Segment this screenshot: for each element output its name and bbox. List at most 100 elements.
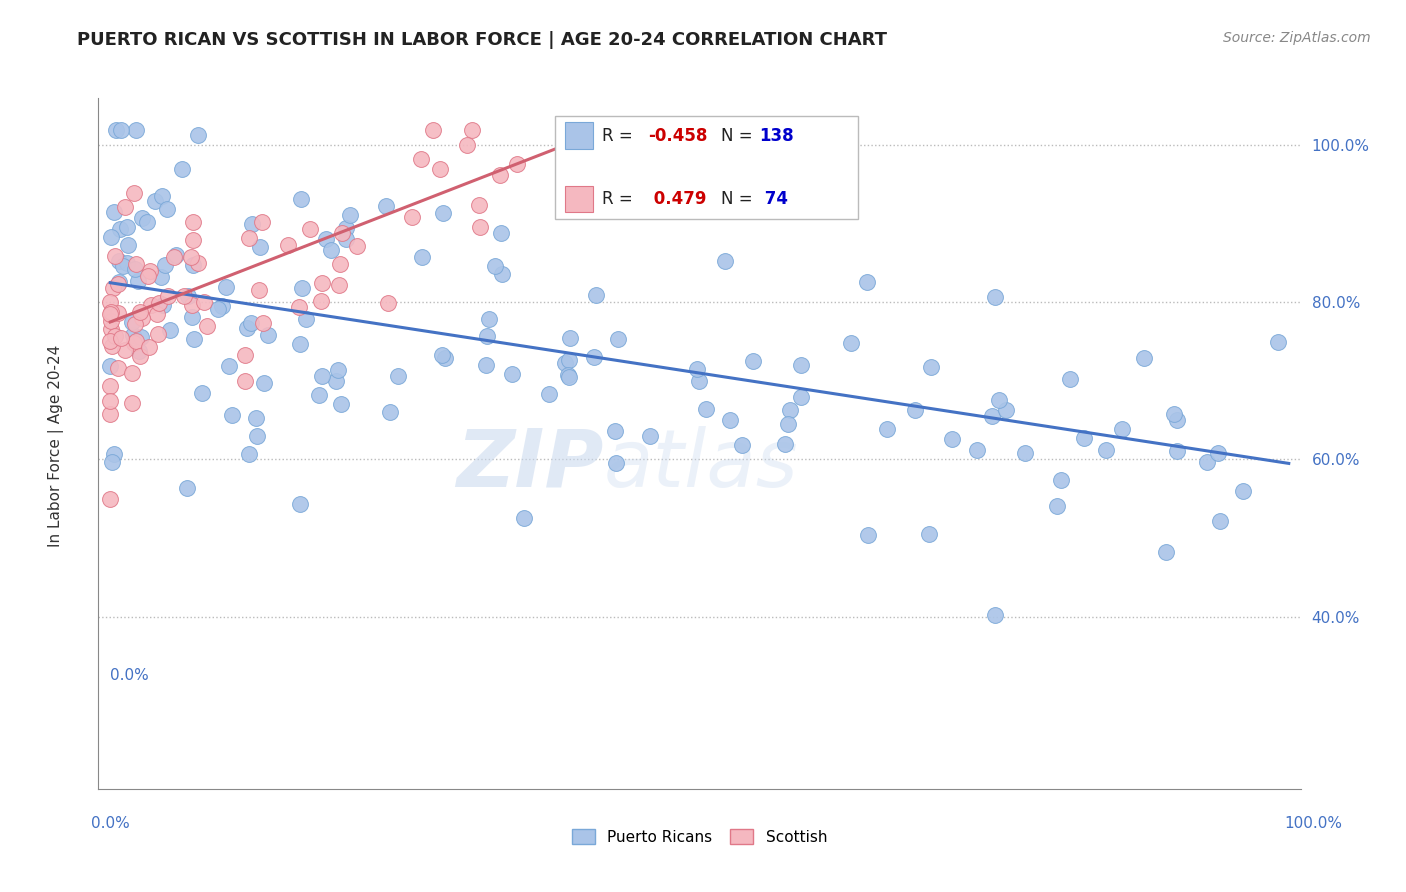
Point xyxy=(107,361,129,376)
Point xyxy=(100,230,122,244)
Point xyxy=(966,442,988,457)
Point xyxy=(145,307,167,321)
Point xyxy=(319,243,342,257)
Point xyxy=(288,337,311,351)
Point xyxy=(101,455,124,469)
Point xyxy=(607,332,630,346)
Point xyxy=(856,275,879,289)
Point xyxy=(156,289,179,303)
Point xyxy=(1154,545,1177,559)
Point xyxy=(181,298,204,312)
Point xyxy=(299,222,322,236)
Point xyxy=(110,122,132,136)
Point xyxy=(422,122,444,136)
Point xyxy=(731,437,754,451)
Point xyxy=(114,343,136,357)
Point xyxy=(429,162,451,177)
Point xyxy=(183,258,205,272)
Point xyxy=(461,122,484,136)
Point xyxy=(489,226,512,240)
Point xyxy=(218,359,240,373)
Point xyxy=(238,231,260,245)
Point xyxy=(330,226,353,240)
Point xyxy=(121,315,143,329)
Point xyxy=(311,276,333,290)
Point xyxy=(104,248,127,262)
Point xyxy=(456,137,478,152)
Point xyxy=(110,222,132,236)
Point xyxy=(98,334,121,348)
Point xyxy=(603,424,626,438)
Point xyxy=(121,395,143,409)
Point xyxy=(491,267,513,281)
Point xyxy=(215,280,238,294)
Point xyxy=(432,205,454,219)
Point xyxy=(117,238,139,252)
Point xyxy=(718,413,741,427)
Point xyxy=(1163,407,1185,421)
Point xyxy=(129,305,152,319)
Point xyxy=(1095,443,1118,458)
Point xyxy=(858,528,880,542)
Point xyxy=(136,214,159,228)
Point xyxy=(98,307,121,321)
Point xyxy=(311,368,333,383)
Point xyxy=(115,219,138,234)
Point xyxy=(941,432,963,446)
Point xyxy=(138,268,160,283)
Point xyxy=(1166,443,1188,458)
Point xyxy=(159,323,181,337)
Point xyxy=(1197,455,1219,469)
Point xyxy=(315,232,337,246)
Point xyxy=(252,376,274,390)
Point xyxy=(512,511,534,525)
Point xyxy=(111,259,134,273)
Point xyxy=(115,256,138,270)
Point xyxy=(110,331,132,345)
Point xyxy=(335,232,357,246)
Point xyxy=(195,318,218,333)
Point xyxy=(128,344,150,359)
Point xyxy=(100,393,122,408)
Point xyxy=(488,168,510,182)
Point xyxy=(121,327,143,342)
Point xyxy=(1232,483,1254,498)
Point xyxy=(468,220,491,235)
Text: ZIP: ZIP xyxy=(456,425,603,503)
Point xyxy=(994,403,1017,417)
Point xyxy=(125,256,148,270)
Point xyxy=(100,305,122,319)
Point xyxy=(328,363,350,377)
Point xyxy=(688,374,710,388)
Text: 100.0%: 100.0% xyxy=(1285,816,1343,831)
Point xyxy=(311,294,333,309)
Point xyxy=(152,298,174,312)
Point xyxy=(236,321,259,335)
Point xyxy=(252,316,274,330)
Point xyxy=(125,334,148,348)
Point xyxy=(434,351,457,365)
Point xyxy=(1014,446,1036,460)
Point xyxy=(918,527,941,541)
Point xyxy=(295,312,318,326)
Point xyxy=(988,393,1011,408)
Point xyxy=(138,264,160,278)
Text: 0.479: 0.479 xyxy=(648,190,707,208)
Point xyxy=(558,352,581,367)
Point xyxy=(166,247,188,261)
Point xyxy=(377,295,399,310)
Point xyxy=(288,300,311,314)
Point xyxy=(148,296,170,310)
Point xyxy=(328,277,350,292)
Point xyxy=(505,157,527,171)
Point xyxy=(125,122,148,136)
Point xyxy=(114,200,136,214)
Point xyxy=(163,250,186,264)
Point xyxy=(411,250,433,264)
Point xyxy=(980,409,1002,423)
Point xyxy=(558,370,581,384)
Point xyxy=(288,497,311,511)
Point xyxy=(378,405,401,419)
Point xyxy=(277,238,299,252)
Point xyxy=(155,258,177,272)
